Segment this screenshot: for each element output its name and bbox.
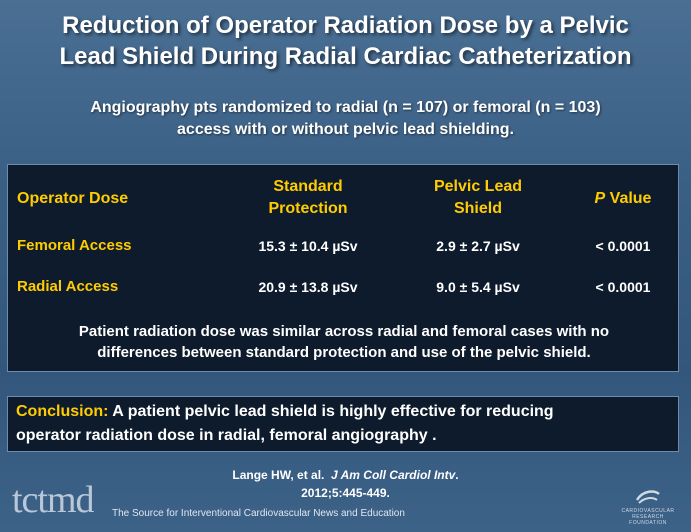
conclusion-text-1: A patient pelvic lead shield is highly e… (108, 403, 554, 420)
citation-line-1: Lange HW, et al. J Am Coll Cardiol Intv. (0, 466, 691, 484)
foundation-line-2: FOUNDATION (629, 520, 667, 526)
citation-journal-suffix: . (455, 468, 459, 482)
footer-tagline: The Source for Interventional Cardiovasc… (112, 508, 405, 519)
conclusion-label: Conclusion: (16, 403, 109, 420)
slide-title-line-1: Reduction of Operator Radiation Dose by … (62, 12, 629, 39)
patient-dose-note-line-2: differences between standard protection … (97, 344, 591, 361)
header-p-value: P Value (573, 188, 673, 210)
citation-journal: J Am Coll Cardiol Intv (331, 468, 456, 482)
patient-dose-note: Patient radiation dose was similar acros… (8, 321, 680, 363)
slide-title: Reduction of Operator Radiation Dose by … (0, 10, 691, 72)
row-label-femoral: Femoral Access (17, 237, 132, 254)
header-pelvic-line-2: Shield (453, 200, 502, 217)
citation-authors: Lange HW, et al. (232, 468, 325, 482)
radial-p-value: < 0.0001 (595, 279, 651, 295)
slide-subtitle-line-2: access with or without pelvic lead shiel… (177, 121, 514, 138)
patient-dose-note-line-1: Patient radiation dose was similar acros… (78, 323, 610, 340)
conclusion-text-2: operator radiation dose in radial, femor… (16, 427, 437, 444)
header-standard-line-2: Protection (268, 200, 348, 217)
results-table-panel: Operator Dose Standard Protection Pelvic… (7, 164, 679, 372)
citation: Lange HW, et al. J Am Coll Cardiol Intv.… (0, 466, 691, 502)
radial-pelvic-value: 9.0 ± 5.4 µSv (436, 279, 520, 295)
slide-subtitle: Angiography pts randomized to radial (n … (0, 97, 691, 141)
radial-standard-value: 20.9 ± 13.8 µSv (258, 279, 358, 295)
header-p-rest: Value (605, 190, 652, 207)
header-pelvic-line-1: Pelvic Lead (433, 178, 523, 195)
citation-line-2: 2012;5:445-449. (301, 486, 390, 500)
conclusion-box: Conclusion: A patient pelvic lead shield… (7, 396, 679, 452)
header-p-italic: P (594, 190, 606, 207)
femoral-pelvic-value: 2.9 ± 2.7 µSv (436, 238, 520, 254)
header-operator-dose: Operator Dose (17, 190, 129, 207)
header-standard-protection: Standard Protection (223, 176, 393, 220)
foundation-line-1: CARDIOVASCULAR RESEARCH (621, 508, 675, 520)
femoral-standard-value: 15.3 ± 10.4 µSv (258, 238, 358, 254)
slide-title-line-2: Lead Shield During Radial Cardiac Cathet… (59, 43, 632, 70)
crf-foundation-logo: CARDIOVASCULAR RESEARCH FOUNDATION (612, 488, 684, 526)
femoral-p-value: < 0.0001 (595, 238, 651, 254)
header-pelvic-lead-shield: Pelvic Lead Shield (393, 176, 563, 220)
conclusion-line-1: Conclusion: A patient pelvic lead shield… (16, 400, 670, 424)
tctmd-logo: tctmd (12, 479, 95, 521)
header-standard-line-1: Standard (273, 178, 343, 195)
slide-subtitle-line-1: Angiography pts randomized to radial (n … (90, 99, 601, 116)
row-label-radial: Radial Access (17, 278, 119, 295)
crf-swoosh-icon (635, 490, 660, 504)
